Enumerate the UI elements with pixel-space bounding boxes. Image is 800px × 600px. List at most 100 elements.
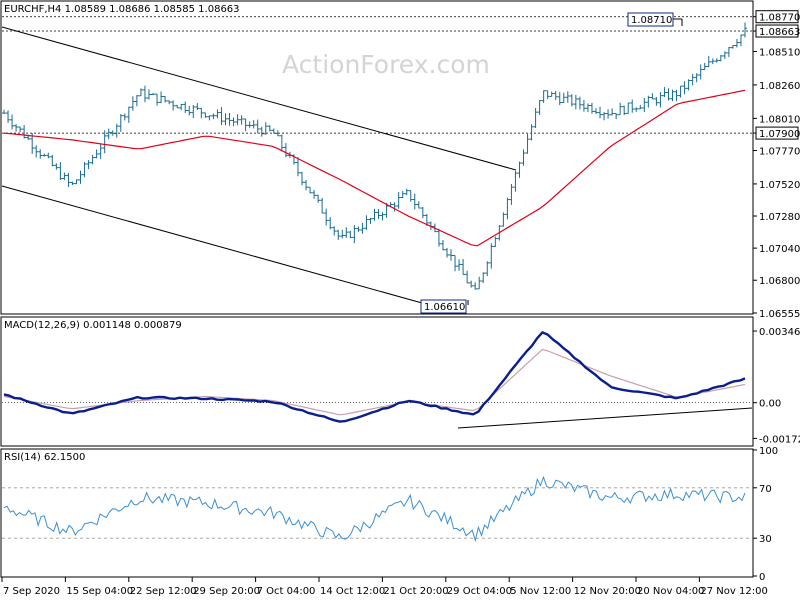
price-bar [537,100,542,115]
price-bar [352,225,357,244]
price-bar [18,126,23,133]
rsi-panel: RSI(14) 62.1500 100 70 30 0 [0,446,778,583]
time-tick-label: 22 Sep 12:00 [130,586,197,597]
price-bar [203,112,208,118]
price-bar [142,85,147,103]
price-bar [626,102,631,114]
price-bar [694,73,699,83]
price-bar [82,162,87,178]
price-panel-border [0,0,754,315]
sma-line [3,89,746,247]
price-bar [163,96,168,103]
price-bar [525,133,530,154]
price-bar [255,119,260,134]
price-bar [485,261,490,277]
price-bar [412,193,417,210]
price-bar [259,126,264,137]
price-bar [263,122,268,135]
price-bar [404,188,409,196]
price-tick-highlight [755,10,799,24]
price-bar [573,94,578,110]
price-bar [654,96,659,106]
rsi-axis: 100 70 30 0 [753,446,778,583]
price-bar [344,227,349,238]
price-bar [444,247,449,258]
price-bar [710,58,715,65]
price-tick-label: 1.07900 [759,129,800,140]
time-tick-label: 12 Nov 20:00 [574,586,641,597]
price-bar [340,229,345,239]
rsi-panel-border [0,448,754,578]
price-bar [251,120,256,129]
rsi-tick-label: 30 [759,534,772,545]
price-bar [215,109,220,119]
price-bar [666,88,671,101]
price-bar [243,118,248,132]
annotation-low-label: 1.06610 [424,302,465,313]
price-bar [110,130,115,136]
price-bar [533,107,538,129]
price-bar [553,90,558,101]
price-bar [308,186,313,194]
price-bar [279,134,284,152]
price-bar [610,108,615,116]
price-bar [66,172,71,187]
price-bar [408,190,413,202]
price-bar [126,106,131,123]
price-bar [348,230,353,239]
price-bar [634,107,639,112]
price-bar [670,89,675,102]
channel-upper-line [1,26,517,171]
channel-lower-line [1,185,423,304]
price-tick-label: 1.08663 [759,27,800,38]
price-bar [734,39,739,48]
price-tick-label: 1.07040 [759,244,800,255]
price-bar [638,104,643,110]
price-bar [70,181,75,185]
price-axis: 1.08770 1.08663 1.08510 1.08260 1.08010 1.079… [753,10,800,320]
price-bar [738,34,743,47]
price-tick-highlight [755,24,799,38]
price-bar [469,280,474,288]
price-bar [167,100,172,105]
price-bar [364,215,369,230]
time-tick-label: 29 Sep 20:00 [193,586,260,597]
price-bar [10,114,15,130]
price-bar [6,110,11,123]
price-bar [541,90,546,104]
price-bar [114,123,119,138]
annotation-high-box [627,12,674,27]
price-bar [698,64,703,80]
price-bar [134,95,139,107]
price-bar [86,160,91,170]
price-bar [368,217,373,224]
price-bar [223,113,228,126]
price-bar [565,91,570,103]
price-bar [457,259,462,271]
price-bar [678,85,683,98]
price-bar [271,128,276,134]
price-bar [380,212,385,221]
price-bar [549,91,554,97]
time-tick-label: 14 Oct 12:00 [320,586,385,597]
price-bar [420,207,425,219]
price-bar [581,99,586,112]
price-bar [489,243,494,269]
price-bar [98,143,103,160]
price-tick-label: 1.08260 [759,81,800,92]
price-bar [718,54,723,62]
price-bar [195,103,200,110]
time-tick-label: 27 Nov 12:00 [700,586,767,597]
price-bar [155,93,160,106]
price-bar [658,92,663,108]
channel-lines [1,26,517,304]
price-bar [324,208,329,226]
price-bar [416,201,421,209]
price-bar [62,172,67,180]
price-tick-highlight [755,126,799,140]
price-bar [50,154,55,167]
price-bar [102,130,107,154]
macd-tick-label: -0.001729 [759,434,800,445]
price-bar [473,282,478,290]
price-bar [743,22,747,38]
